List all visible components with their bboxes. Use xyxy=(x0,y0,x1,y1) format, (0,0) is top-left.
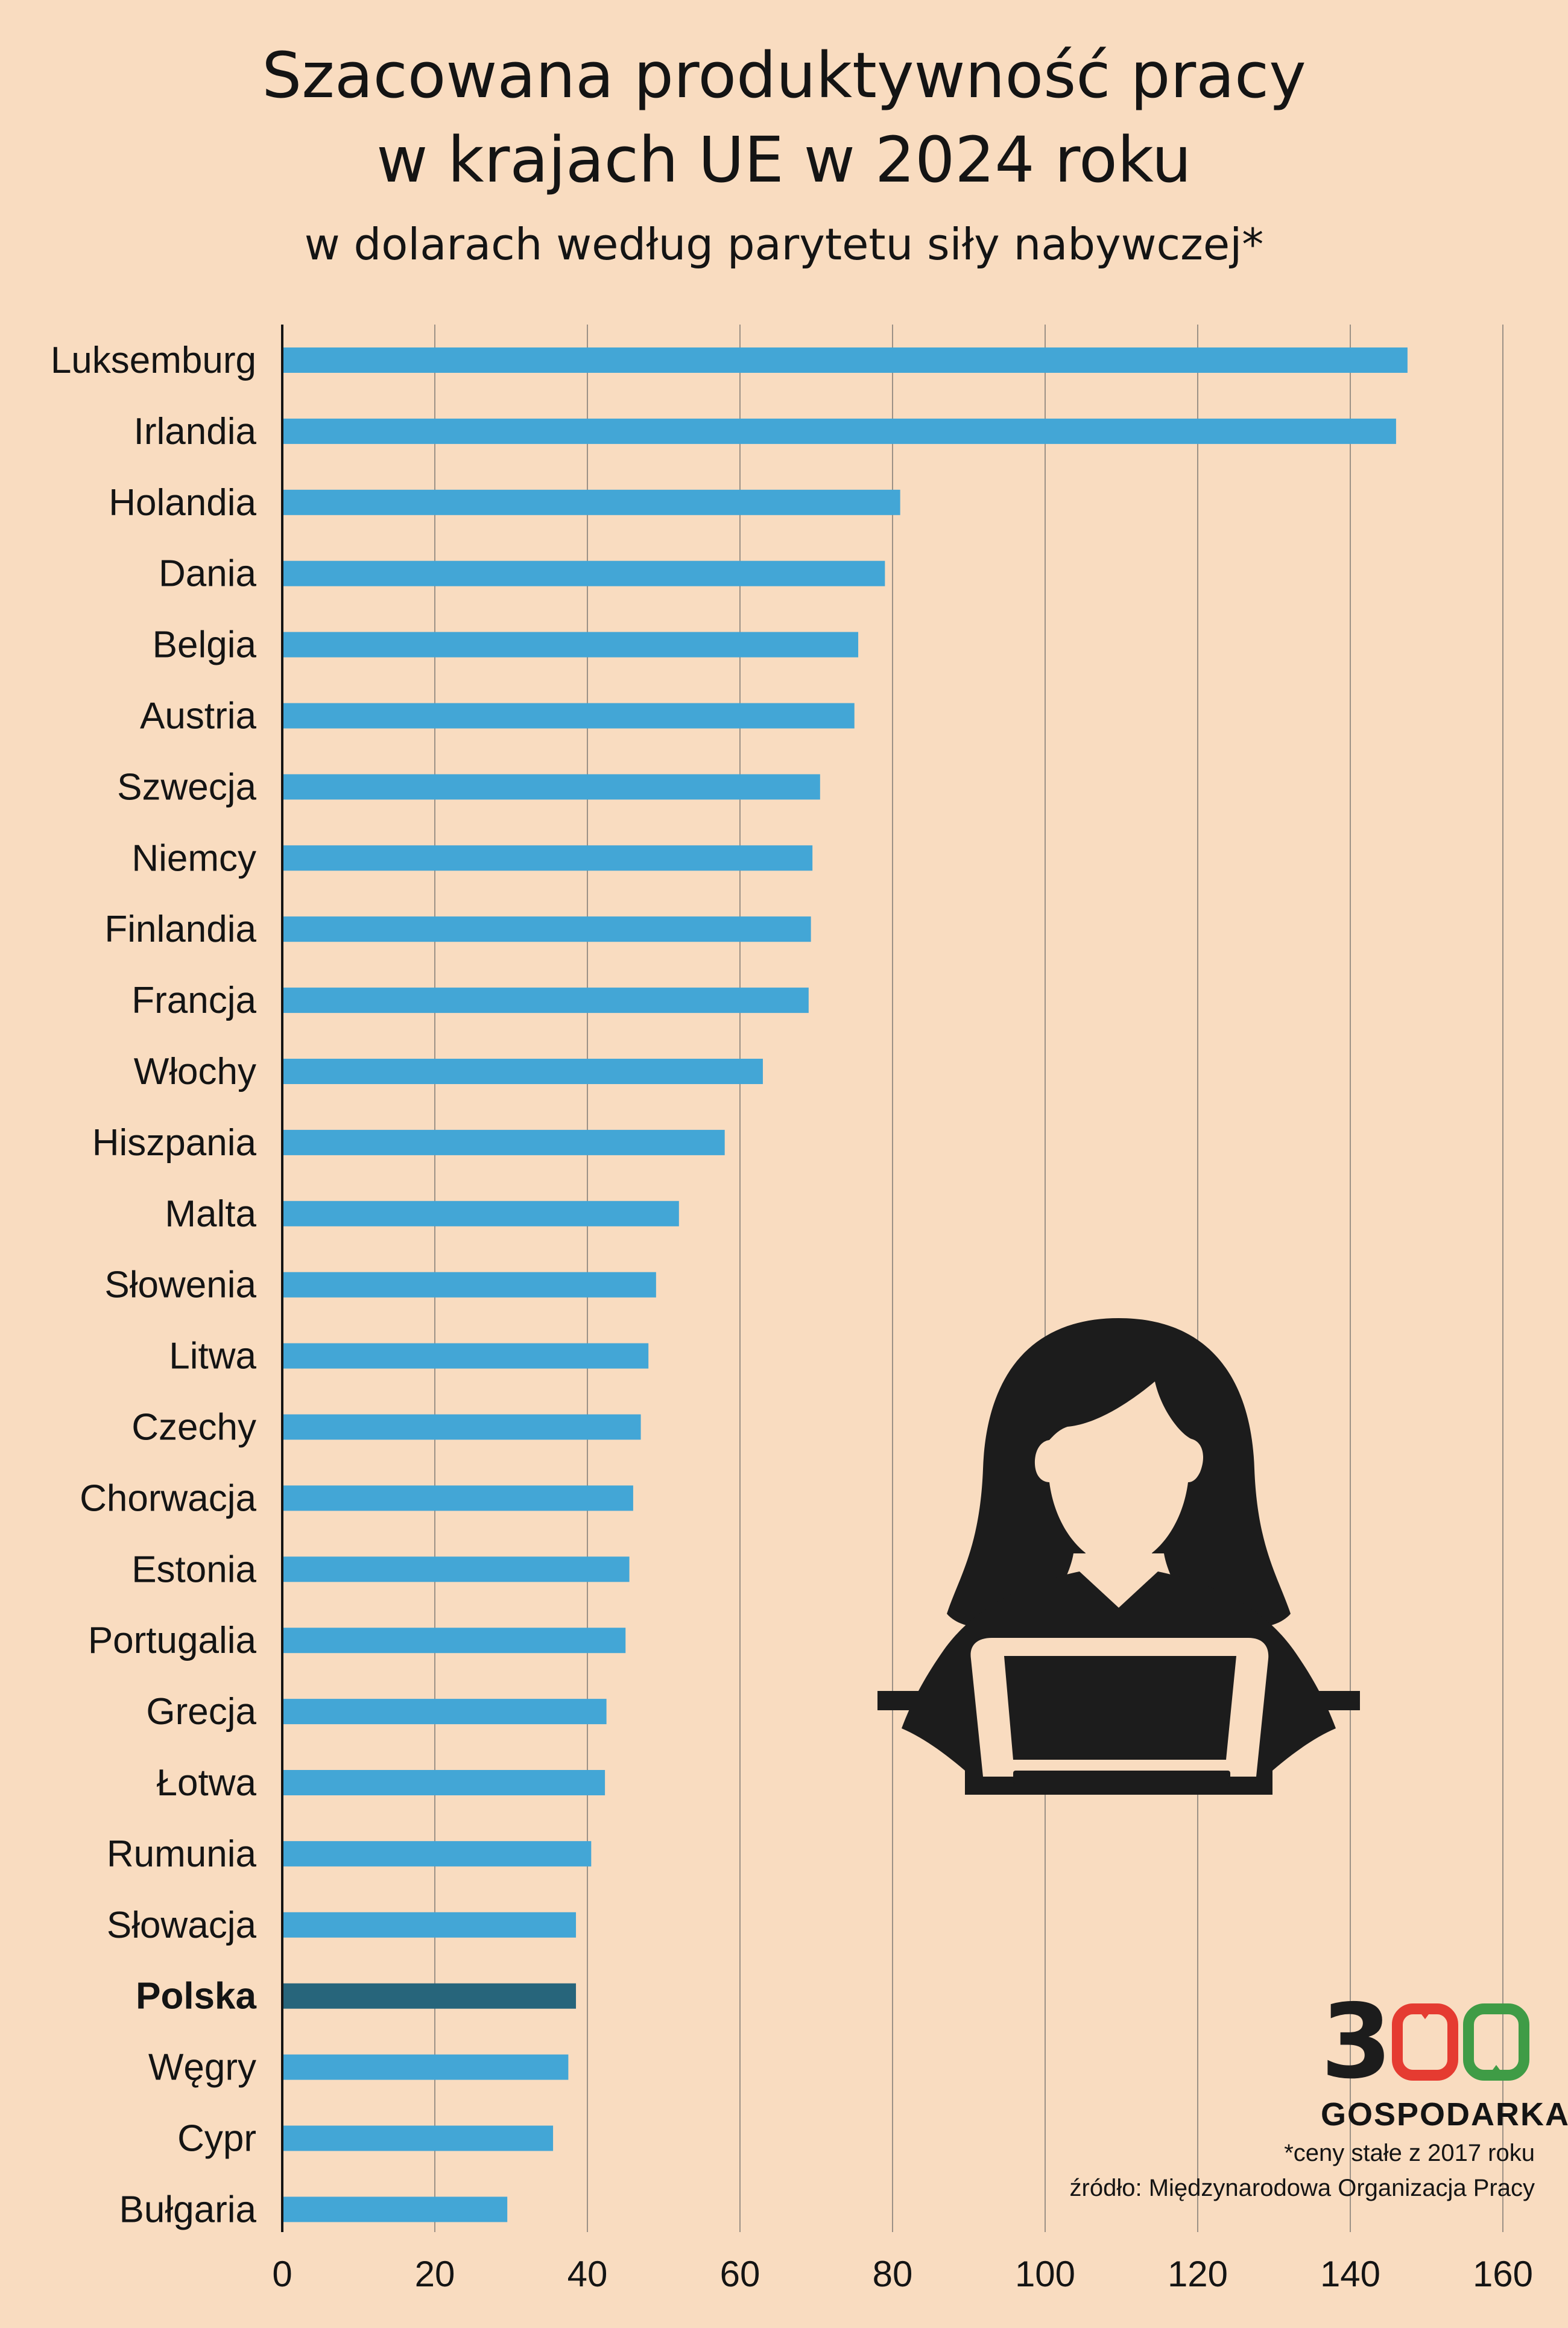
bar-22 xyxy=(282,1912,577,1938)
woman-at-laptop-icon xyxy=(877,1318,1360,1795)
category-label: Niemcy xyxy=(131,837,256,879)
category-label: Łotwa xyxy=(157,1762,257,1804)
category-label: Węgry xyxy=(148,2047,256,2089)
bar-25 xyxy=(282,2125,554,2151)
category-label: Belgia xyxy=(153,624,257,666)
bar-13 xyxy=(282,1272,656,1298)
x-tick-label: 160 xyxy=(1473,2254,1533,2294)
category-label: Portugalia xyxy=(88,1620,257,1661)
x-tick-label: 120 xyxy=(1168,2254,1228,2294)
x-tick-label: 140 xyxy=(1320,2254,1380,2294)
chart-title-line1: Szacowana produktywność pracy xyxy=(262,39,1306,112)
category-label: Czechy xyxy=(131,1407,256,1448)
bar-2 xyxy=(282,489,900,515)
x-tick-label: 0 xyxy=(272,2254,292,2294)
category-label: Hiszpania xyxy=(92,1122,257,1164)
x-axis-ticks: 0 20 40 60 80 100 120 140 160 xyxy=(272,2254,1533,2294)
category-label: Irlandia xyxy=(134,411,257,452)
category-label: Litwa xyxy=(169,1336,256,1377)
bar-10 xyxy=(282,1059,763,1084)
category-label: Słowacja xyxy=(107,1905,257,1946)
category-label: Bułgaria xyxy=(119,2189,257,2230)
bar-4 xyxy=(282,632,859,658)
bar-5 xyxy=(282,703,855,729)
footnote-prices: *ceny stałe z 2017 roku xyxy=(1284,2140,1535,2166)
bar-1 xyxy=(282,418,1396,444)
logo-text: GOSPODARKA xyxy=(1321,2096,1568,2133)
logo-mark: 3 xyxy=(1321,1991,1538,2093)
logo-red-zero xyxy=(1392,2003,1459,2081)
category-labels: Luksemburg Irlandia Holandia Dania Belgia Aus… xyxy=(51,340,257,2230)
bar-26 xyxy=(282,2196,508,2222)
bar-7 xyxy=(282,845,813,871)
bar-14 xyxy=(282,1343,649,1369)
category-label: Szwecja xyxy=(117,766,256,808)
bar-16 xyxy=(282,1485,633,1511)
category-label: Holandia xyxy=(109,482,256,524)
bar-8 xyxy=(282,916,811,942)
bar-19 xyxy=(282,1699,607,1725)
footnote-source: źródło: Międzynarodowa Organizacja Pracy xyxy=(1069,2175,1535,2201)
category-label: Cypr xyxy=(177,2118,256,2160)
logo-green-zero xyxy=(1463,2003,1530,2081)
x-tick-label: 60 xyxy=(720,2254,760,2294)
x-tick-label: 80 xyxy=(873,2254,913,2294)
category-label: Luksemburg xyxy=(51,340,256,381)
bar-9 xyxy=(282,988,809,1013)
bar-17 xyxy=(282,1556,630,1582)
chart-title: Szacowana produktywność pracy w krajach … xyxy=(0,33,1568,202)
category-label: Francja xyxy=(131,980,256,1021)
bar-6 xyxy=(282,774,820,800)
category-label: Dania xyxy=(159,553,257,595)
bar-20 xyxy=(282,1770,605,1795)
category-label: Polska xyxy=(136,1976,256,2017)
chart-title-line2: w krajach UE w 2024 roku xyxy=(376,123,1192,197)
bar-21 xyxy=(282,1841,592,1867)
category-label: Rumunia xyxy=(107,1833,257,1875)
bar-3 xyxy=(282,560,885,586)
footnote: *ceny stałe z 2017 roku źródło: Międzyna… xyxy=(1070,2136,1535,2206)
bars xyxy=(282,347,1408,2222)
category-label: Estonia xyxy=(131,1549,256,1590)
category-label: Finlandia xyxy=(104,909,256,950)
x-tick-label: 100 xyxy=(1015,2254,1075,2294)
category-label: Słowenia xyxy=(104,1264,256,1306)
category-label: Włochy xyxy=(134,1051,256,1093)
bar-11 xyxy=(282,1129,725,1155)
bar-15 xyxy=(282,1414,641,1440)
bar-23 xyxy=(282,1983,577,2009)
category-label: Austria xyxy=(140,696,256,737)
bar-18 xyxy=(282,1628,626,1654)
category-label: Malta xyxy=(165,1193,256,1235)
bar-12 xyxy=(282,1200,679,1226)
chart-subtitle: w dolarach według parytetu siły nabywcze… xyxy=(304,219,1264,270)
x-tick-label: 40 xyxy=(567,2254,608,2294)
bar-24 xyxy=(282,2054,569,2080)
category-label: Chorwacja xyxy=(80,1477,256,1519)
logo: 3 GOSPODARKA xyxy=(1321,1991,1568,2133)
bar-0 xyxy=(282,347,1408,373)
category-label: Grecja xyxy=(146,1691,256,1733)
x-tick-label: 20 xyxy=(415,2254,455,2294)
logo-digit: 3 xyxy=(1321,1982,1392,2102)
